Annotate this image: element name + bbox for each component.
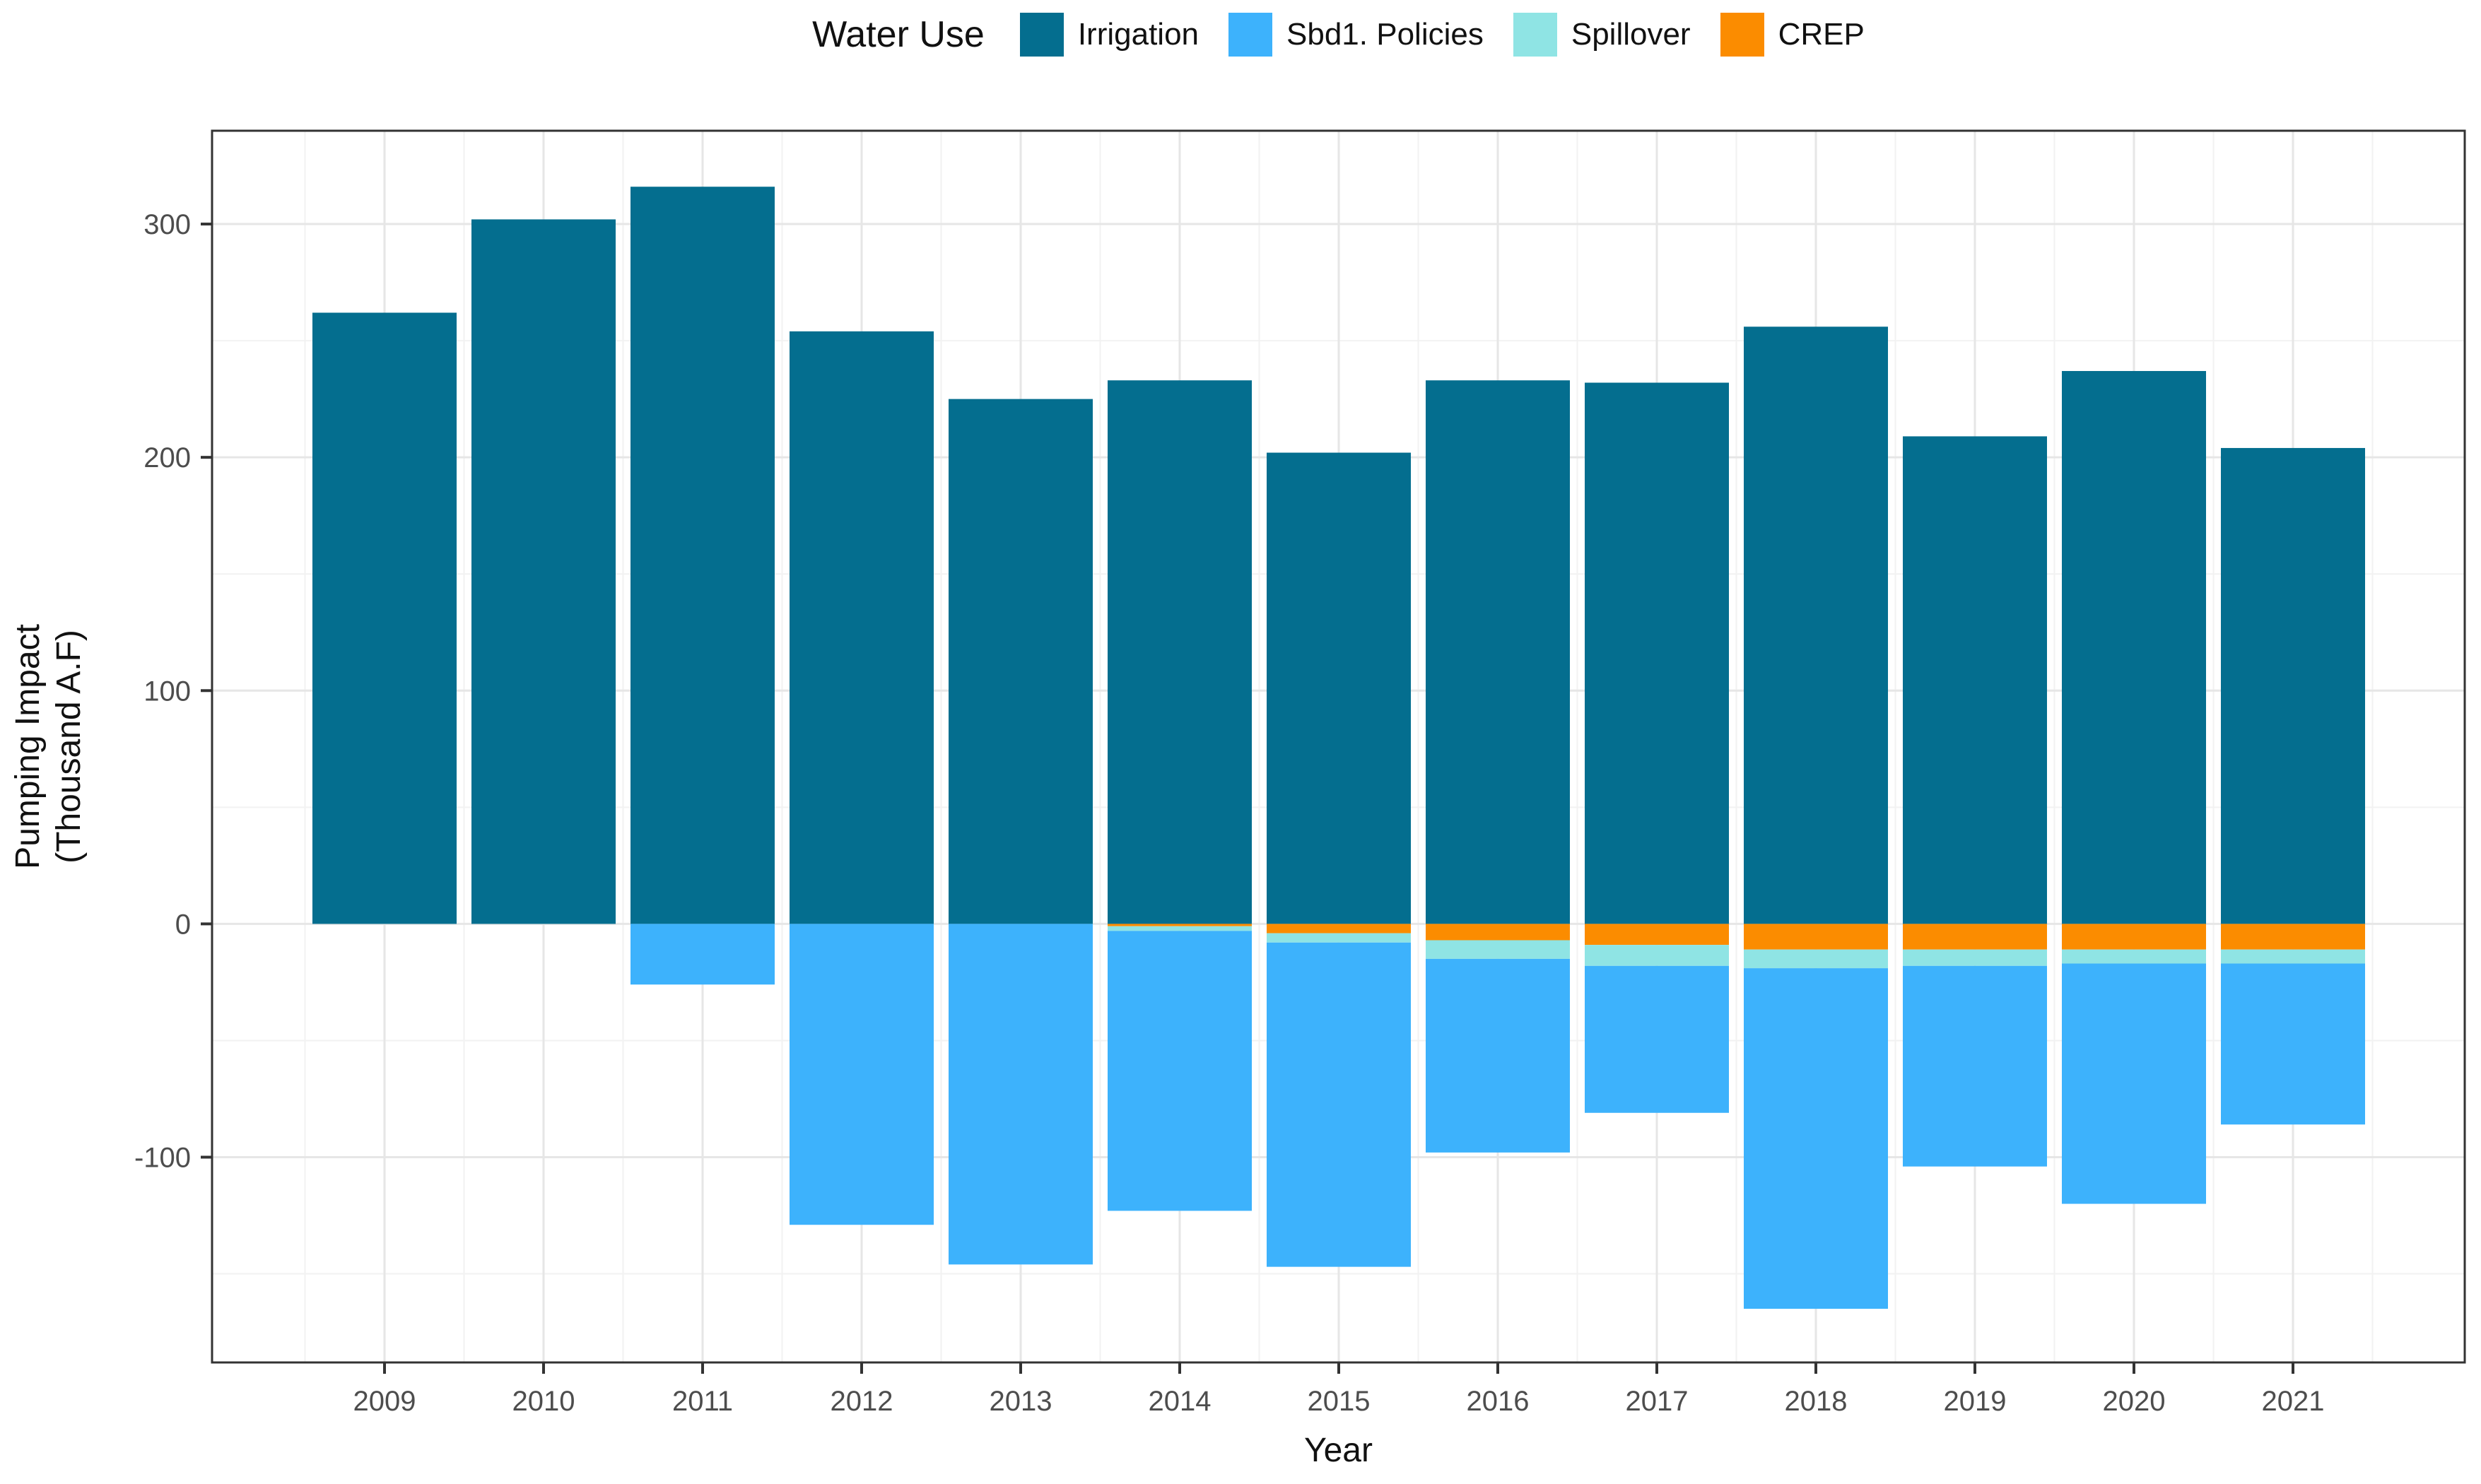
bar-segment-irrigation-2012 <box>790 331 934 924</box>
x-tick-label: 2020 <box>2103 1386 2166 1417</box>
bar-segment-spillover-2018 <box>1744 949 1888 969</box>
legend-title: Water Use <box>812 14 985 55</box>
x-tick-label: 2011 <box>672 1386 733 1417</box>
bar-segment-irrigation-2016 <box>1426 380 1570 924</box>
bar-segment-spillover-2015 <box>1267 933 1411 943</box>
bar-segment-irrigation-2015 <box>1267 452 1411 924</box>
bar-segment-irrigation-2013 <box>949 399 1093 924</box>
x-tick-label: 2021 <box>2262 1386 2325 1417</box>
bar-segment-irrigation-2019 <box>1903 436 2047 924</box>
bar-segment-crep-2014 <box>1108 924 1252 926</box>
x-tick-label: 2013 <box>990 1386 1052 1417</box>
legend-swatch-icon <box>1019 13 1064 57</box>
bar-segment-crep-2020 <box>2062 924 2206 950</box>
x-tick-label: 2010 <box>512 1386 575 1417</box>
bar-segment-irrigation-2018 <box>1744 326 1888 924</box>
x-axis-title: Year <box>1304 1432 1373 1469</box>
y-axis-title-line2: (Thousand A.F) <box>50 630 88 864</box>
x-tick-label: 2012 <box>831 1386 893 1417</box>
x-tick-label: 2016 <box>1467 1386 1530 1417</box>
bar-segment-irrigation-2010 <box>471 219 616 924</box>
x-tick-label: 2015 <box>1308 1386 1371 1417</box>
legend-swatch-icon <box>1228 13 1273 57</box>
legend-item-crep: CREP <box>1720 13 1865 57</box>
bar-segment-sbd1-policies-2011 <box>630 924 775 985</box>
legend-swatch-icon <box>1720 13 1764 57</box>
y-tick-label: 100 <box>143 676 191 707</box>
bar-segment-sbd1-policies-2021 <box>2221 963 2365 1125</box>
y-tick-label: 200 <box>143 442 191 473</box>
legend-label: Sbd1. Policies <box>1286 17 1484 52</box>
x-tick-label: 2019 <box>1944 1386 2007 1417</box>
x-tick-label: 2009 <box>353 1386 416 1417</box>
bar-segment-crep-2021 <box>2221 924 2365 950</box>
bar-segment-spillover-2017 <box>1585 945 1729 966</box>
legend-label: Irrigation <box>1077 17 1200 52</box>
legend-item-irrigation: Irrigation <box>1019 13 1200 57</box>
bar-segment-crep-2016 <box>1426 924 1570 941</box>
y-tick-label: 300 <box>143 209 191 240</box>
bar-segment-spillover-2014 <box>1108 926 1252 931</box>
x-tick-label: 2018 <box>1785 1386 1848 1417</box>
legend-swatch-icon <box>1513 13 1557 57</box>
bar-segment-irrigation-2017 <box>1585 382 1729 924</box>
bar-segment-sbd1-policies-2019 <box>1903 965 2047 1167</box>
legend-label: CREP <box>1778 17 1865 52</box>
bar-segment-irrigation-2021 <box>2221 447 2365 924</box>
bar-segment-sbd1-policies-2016 <box>1426 958 1570 1153</box>
bar-segment-irrigation-2011 <box>630 187 775 924</box>
legend-item-sbd1-policies: Sbd1. Policies <box>1228 13 1484 57</box>
legend-item-spillover: Spillover <box>1513 13 1691 57</box>
bar-segment-spillover-2020 <box>2062 949 2206 964</box>
bar-segment-irrigation-2014 <box>1108 380 1252 924</box>
bar-segment-spillover-2019 <box>1903 949 2047 966</box>
y-tick-label: -100 <box>134 1143 191 1174</box>
x-tick-label: 2017 <box>1626 1386 1689 1417</box>
bar-segment-crep-2019 <box>1903 924 2047 950</box>
bar-segment-irrigation-2009 <box>312 312 457 924</box>
bar-segment-sbd1-policies-2015 <box>1267 942 1411 1267</box>
bar-segment-spillover-2016 <box>1426 940 1570 959</box>
legend-label: Spillover <box>1571 17 1691 52</box>
bar-segment-spillover-2021 <box>2221 949 2365 964</box>
bar-segment-crep-2018 <box>1744 924 1888 950</box>
bar-segment-sbd1-policies-2014 <box>1108 931 1252 1211</box>
y-axis-title-line1: Pumping Impact <box>9 624 47 869</box>
y-tick-label: 0 <box>175 909 191 940</box>
bar-segment-sbd1-policies-2012 <box>790 924 934 1225</box>
bar-segment-crep-2015 <box>1267 924 1411 934</box>
bar-segment-sbd1-policies-2020 <box>2062 963 2206 1204</box>
bar-segment-sbd1-policies-2018 <box>1744 968 1888 1309</box>
bar-segment-sbd1-policies-2013 <box>949 924 1093 1265</box>
x-tick-label: 2014 <box>1149 1386 1212 1417</box>
bar-segment-sbd1-policies-2017 <box>1585 965 1729 1113</box>
legend: Water Use Irrigation Sbd1. Policies Spillo… <box>212 13 2465 57</box>
bar-segment-crep-2017 <box>1585 924 1729 946</box>
bar-segment-irrigation-2020 <box>2062 371 2206 924</box>
